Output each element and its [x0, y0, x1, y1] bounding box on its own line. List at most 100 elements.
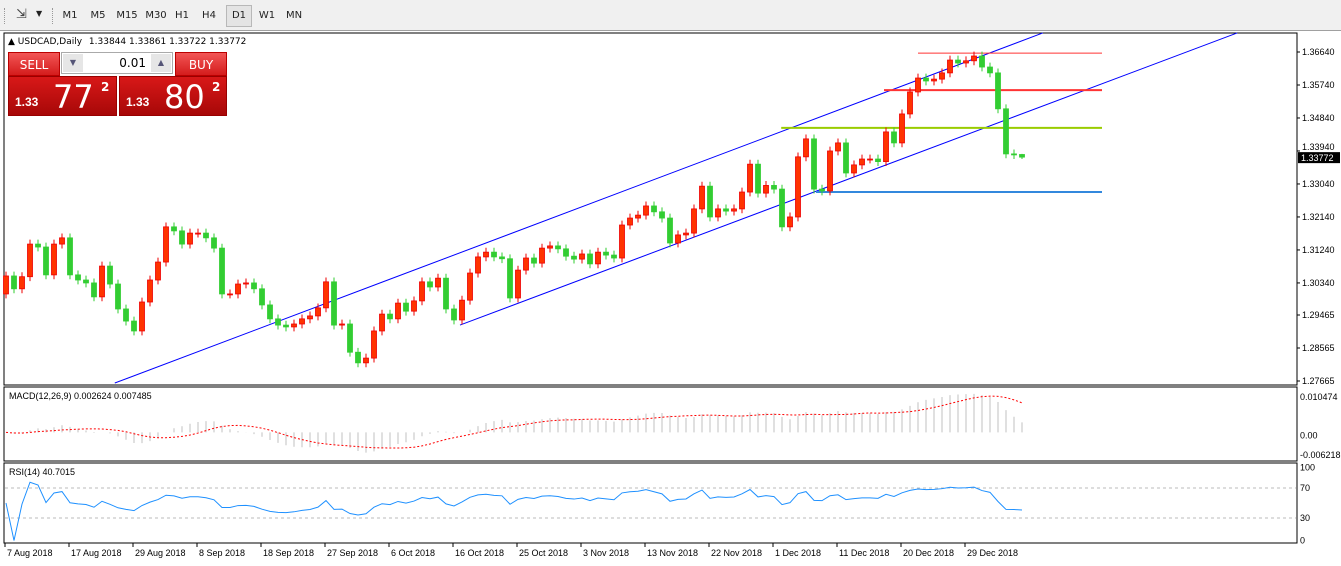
date-axis-label: 17 Aug 2018 — [71, 548, 122, 558]
candle — [963, 56, 969, 68]
candle — [651, 201, 657, 217]
candle — [83, 275, 89, 288]
candle — [811, 134, 817, 194]
sell-price-pips: 77 — [53, 78, 94, 116]
candle-body — [707, 185, 713, 218]
rsi-label: RSI(14) 40.7015 — [9, 467, 75, 477]
candle-body — [91, 282, 97, 298]
candle-body — [11, 275, 17, 290]
candle-body — [187, 232, 193, 245]
timeframe-m1[interactable]: M1 — [62, 10, 78, 21]
candle — [643, 201, 649, 220]
candle-body — [963, 60, 969, 64]
candle — [867, 154, 873, 164]
lot-decrease-icon[interactable]: ▼ — [63, 54, 83, 72]
candle-body — [99, 265, 105, 298]
collapse-triangle-icon[interactable]: ▲ — [8, 37, 15, 47]
chart-header: ▲ USDCAD,Daily 1.33844 1.33861 1.33722 1… — [8, 37, 246, 47]
macd-axis-label: -0.006218 — [1300, 450, 1341, 460]
sell-price[interactable]: 1.33 77 2 — [8, 76, 117, 116]
candle-body — [819, 188, 825, 192]
trendline — [114, 32, 1043, 384]
symbol-label: USDCAD,Daily — [17, 37, 83, 47]
candle — [179, 226, 185, 249]
candle-body — [451, 308, 457, 321]
candle — [299, 314, 305, 329]
candle — [715, 204, 721, 222]
arrows-cursor-icon[interactable]: ⇲ — [16, 7, 27, 22]
candle-body — [83, 279, 89, 284]
candle-body — [219, 247, 225, 295]
candle-body — [123, 308, 129, 322]
buy-button[interactable]: BUY — [175, 52, 227, 76]
date-axis-label: 13 Nov 2018 — [647, 548, 698, 558]
date-axis-label: 25 Oct 2018 — [519, 548, 568, 558]
candle — [123, 304, 129, 326]
buy-price-fraction: 2 — [212, 80, 221, 94]
toolbar-grip[interactable] — [4, 8, 7, 24]
candle — [131, 316, 137, 336]
candle — [315, 303, 321, 321]
candle-body — [627, 217, 633, 226]
candle-body — [179, 230, 185, 245]
candle-body — [147, 279, 153, 303]
candle-body — [803, 138, 809, 158]
timeframe-h4[interactable]: H4 — [202, 10, 216, 21]
candle — [547, 241, 553, 253]
timeframe-m15[interactable]: M15 — [116, 10, 138, 21]
candle-body — [699, 185, 705, 210]
price-axis-label: 1.32140 — [1302, 212, 1335, 222]
price-axis-label: 1.35740 — [1302, 80, 1335, 90]
toolbar-grip[interactable] — [52, 8, 55, 24]
candle — [163, 222, 169, 267]
candle-body — [379, 313, 385, 332]
candle — [155, 257, 161, 285]
timeframe-m30[interactable]: M30 — [145, 10, 167, 21]
candle — [259, 284, 265, 310]
lot-increase-icon[interactable]: ▲ — [151, 54, 171, 72]
candle — [995, 68, 1001, 114]
timeframe-mn[interactable]: MN — [285, 10, 303, 21]
candle — [763, 181, 769, 198]
candle — [475, 252, 481, 278]
candle — [987, 62, 993, 78]
toolbar: ⇲ ▼ M1 M5 M15 M30 H1 H4 D1 W1 MN — [0, 0, 1341, 31]
lot-size-input[interactable]: 0.01 — [119, 56, 146, 70]
candle — [667, 213, 673, 248]
candle — [51, 239, 57, 280]
timeframe-h1[interactable]: H1 — [175, 10, 189, 21]
timeframe-d1[interactable]: D1 — [226, 5, 252, 27]
candle — [331, 277, 337, 330]
timeframe-m5[interactable]: M5 — [90, 10, 106, 21]
candle — [579, 249, 585, 264]
date-axis-label: 6 Oct 2018 — [391, 548, 435, 558]
candle-body — [531, 257, 537, 264]
candle-body — [459, 299, 465, 321]
candle-body — [723, 208, 729, 212]
candle-body — [491, 251, 497, 258]
candle — [483, 247, 489, 262]
candle — [787, 212, 793, 232]
candle — [891, 127, 897, 148]
candle-body — [403, 302, 409, 312]
candle-body — [787, 216, 793, 228]
price-axis-label: 1.33040 — [1302, 179, 1335, 189]
candle-body — [467, 272, 473, 301]
candle-body — [363, 357, 369, 364]
chevron-down-icon[interactable]: ▼ — [36, 9, 43, 18]
lot-size-stepper[interactable]: ▼ 0.01 ▲ — [61, 52, 173, 74]
candle-body — [907, 91, 913, 115]
buy-price[interactable]: 1.33 80 2 — [119, 76, 227, 116]
candle — [355, 347, 361, 368]
candle-body — [243, 282, 249, 285]
candle-body — [651, 205, 657, 213]
candle — [67, 233, 73, 280]
candle — [251, 278, 257, 294]
candle — [395, 298, 401, 324]
candle — [635, 210, 641, 223]
timeframe-w1[interactable]: W1 — [258, 10, 276, 21]
trendline — [459, 32, 1238, 326]
sell-button[interactable]: SELL — [8, 52, 60, 76]
candle — [603, 247, 609, 260]
